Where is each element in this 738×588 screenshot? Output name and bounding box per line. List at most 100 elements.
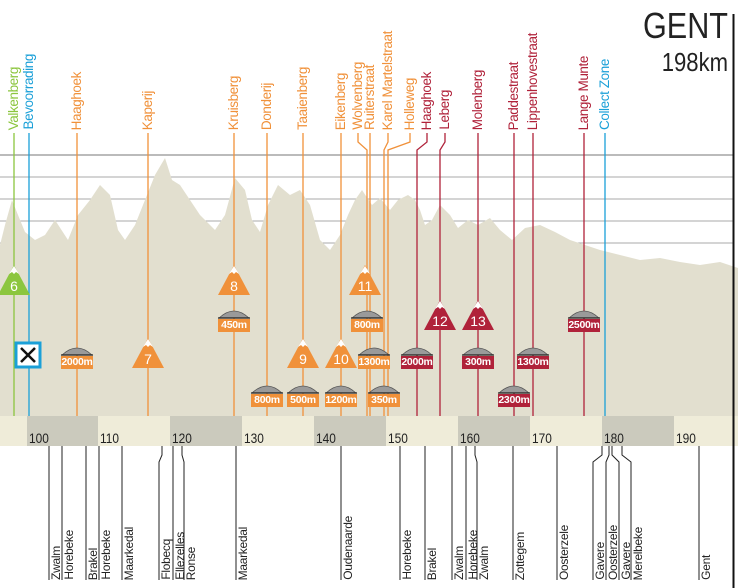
climb-label: Leberg	[437, 90, 452, 130]
climb-label: Holleweg	[402, 77, 417, 130]
cobble-badge-bg	[368, 394, 400, 407]
cobble-badge-bg	[517, 356, 549, 369]
km-tick-label: 120	[172, 430, 192, 446]
snow-cap-icon	[143, 339, 153, 347]
finish-title: GENT	[642, 5, 728, 46]
cobble-badge-bg	[401, 356, 433, 369]
climb-number: 11	[357, 278, 373, 294]
cobble-badge-bg	[498, 394, 530, 407]
climb-label: Eikenberg	[333, 72, 348, 130]
climb-label: Valkenberg	[6, 66, 21, 130]
km-tick-label: 150	[388, 430, 408, 446]
town-label: Gent	[699, 555, 713, 580]
cobble-length: 2000m	[61, 356, 93, 368]
cobble-length: 800m	[354, 319, 380, 331]
km-band	[242, 416, 314, 446]
cobble-length: 1300m	[517, 356, 549, 368]
climb-label: Haaghoek	[69, 71, 84, 130]
town-label: Maarkedal	[236, 526, 250, 580]
cobble-badge-bg	[358, 356, 390, 369]
cobble-length: 500m	[290, 394, 316, 406]
km-band	[27, 416, 98, 446]
climb-marker-icon	[424, 300, 456, 330]
km-tick-label: 160	[460, 430, 480, 446]
town-label: Maarkedal	[122, 526, 136, 580]
town-label: Flobecq	[159, 539, 173, 580]
cobble-badge-bg	[351, 319, 383, 332]
climb-label: Lippenhovestraat	[525, 32, 540, 130]
climb-line	[416, 133, 428, 416]
km-band	[386, 416, 458, 446]
cobble-length: 2500m	[568, 319, 600, 331]
town-label: Merelbeke	[631, 526, 645, 580]
climb-marker-icon	[287, 338, 319, 368]
climb-label: Taaienberg	[295, 67, 310, 130]
cobble-badge-bg	[251, 394, 283, 407]
climb-label: Donderij	[259, 82, 274, 130]
climb-marker-icon	[0, 265, 30, 295]
km-band	[602, 416, 674, 446]
snow-cap-icon	[435, 301, 445, 309]
cobble-length: 2300m	[498, 394, 530, 406]
town-line	[605, 446, 610, 580]
cobble-length: 450m	[221, 319, 247, 331]
km-band	[530, 416, 602, 446]
cobble-badge-bg	[61, 356, 93, 369]
cobble-length: 350m	[371, 394, 397, 406]
climb-number: 8	[230, 278, 238, 294]
cobble-length: 300m	[465, 356, 491, 368]
snow-cap-icon	[473, 301, 483, 309]
climb-label: Bevoorrading	[21, 54, 36, 130]
km-band	[170, 416, 242, 446]
town-label: Zwalm	[477, 546, 491, 580]
town-line	[158, 446, 163, 580]
town-label: Oosterzele	[557, 524, 571, 580]
town-label: Horebeke	[400, 530, 414, 580]
finish-distance: 198km	[661, 47, 728, 77]
cobble-length: 800m	[254, 394, 280, 406]
snow-cap-icon	[9, 266, 19, 274]
climb-label: Karel Martelstraat	[380, 30, 395, 130]
km-band	[314, 416, 386, 446]
climb-number: 6	[10, 278, 18, 294]
km-band	[674, 416, 738, 446]
climb-number: 9	[299, 351, 307, 367]
cobble-length: 2000m	[401, 356, 433, 368]
climb-marker-icon	[462, 300, 494, 330]
km-tick-label: 190	[676, 430, 696, 446]
town-line	[181, 446, 185, 580]
climb-label: Ruiterstraat	[362, 65, 377, 130]
town-label: Zottegem	[513, 531, 527, 580]
snow-cap-icon	[298, 339, 308, 347]
town-label: Oosterzele	[606, 524, 620, 580]
climb-marker-icon	[325, 338, 357, 368]
town-label: Brakel	[86, 547, 100, 580]
town-label: Oudenaarde	[341, 516, 355, 580]
km-band	[98, 416, 170, 446]
cobble-length: 1200m	[325, 394, 357, 406]
town-line	[474, 446, 478, 580]
snow-cap-icon	[229, 266, 239, 274]
climb-marker-icon	[349, 265, 381, 295]
climb-line	[383, 133, 389, 416]
town-label: Horebeke	[62, 530, 76, 580]
cobble-badge-bg	[287, 394, 319, 407]
town-label: Horebeke	[99, 530, 113, 580]
town-line	[611, 446, 620, 580]
cobble-badge-bg	[462, 356, 494, 369]
km-tick-label: 140	[316, 430, 336, 446]
town-label: Brakel	[425, 547, 439, 580]
km-tick-label: 130	[244, 430, 264, 446]
town-line	[621, 446, 632, 580]
snow-cap-icon	[336, 339, 346, 347]
snow-cap-icon	[360, 266, 370, 274]
town-label: Ronse	[184, 546, 198, 580]
climb-marker-icon	[218, 265, 250, 295]
climb-marker-icon	[132, 338, 164, 368]
town-line	[592, 446, 603, 580]
climb-line	[387, 133, 411, 416]
cobble-badge-bg	[325, 394, 357, 407]
climb-label: Molenberg	[470, 69, 485, 130]
climb-line	[439, 133, 446, 416]
